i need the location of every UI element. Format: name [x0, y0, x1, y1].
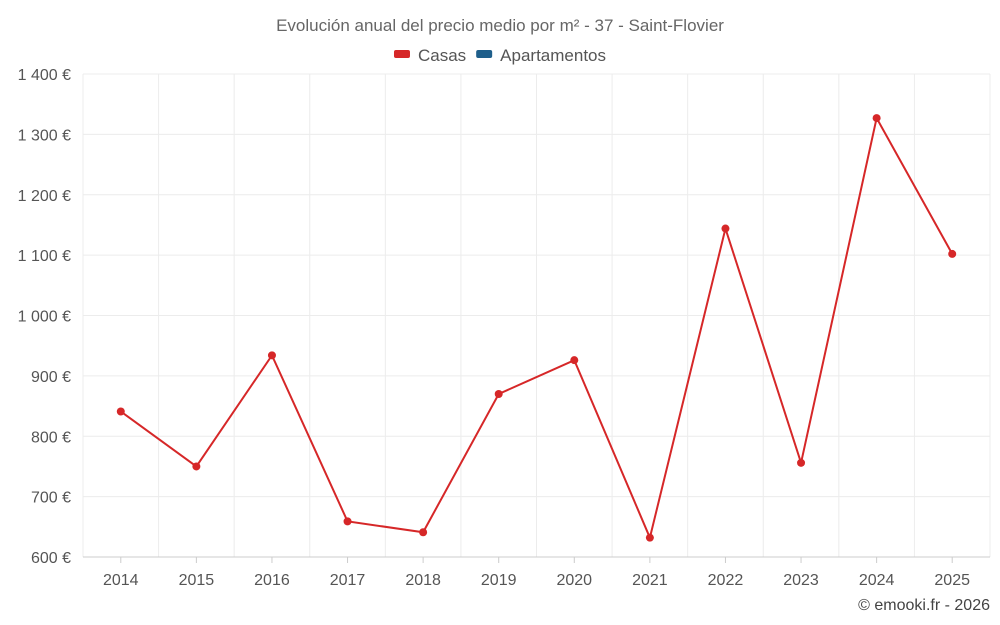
gridlines — [82, 73, 991, 557]
data-point[interactable] — [494, 389, 503, 398]
data-point[interactable] — [116, 407, 125, 416]
data-point[interactable] — [645, 533, 654, 542]
data-point[interactable] — [721, 224, 730, 233]
x-tick-label: 2021 — [632, 572, 668, 589]
data-point[interactable] — [797, 458, 806, 467]
y-tick-label: 700 € — [31, 490, 71, 507]
x-tick-label: 2018 — [405, 572, 441, 589]
legend-label: Casas — [418, 46, 466, 65]
x-tick-label: 2023 — [783, 572, 819, 589]
data-point[interactable] — [419, 528, 428, 537]
data-point[interactable] — [948, 249, 957, 258]
legend-item-apartamentos[interactable]: Apartamentos — [476, 46, 606, 65]
legend[interactable]: Casas Apartamentos — [393, 46, 606, 65]
y-tick-label: 1 400 € — [18, 67, 71, 84]
legend-swatch — [393, 50, 410, 58]
x-tick-label: 2014 — [103, 572, 139, 589]
data-point[interactable] — [192, 462, 201, 471]
x-tick-label: 2016 — [254, 572, 290, 589]
data-point[interactable] — [343, 517, 352, 526]
legend-item-casas[interactable]: Casas — [393, 46, 466, 65]
x-tick-label: 2020 — [556, 572, 592, 589]
series-layer — [116, 114, 957, 542]
data-point[interactable] — [872, 114, 881, 123]
data-point[interactable] — [267, 351, 276, 360]
y-tick-label: 600 € — [31, 550, 71, 567]
x-tick-label: 2019 — [481, 572, 517, 589]
credit-text: © emooki.fr - 2026 — [858, 597, 990, 614]
legend-label: Apartamentos — [500, 46, 606, 65]
x-tick-label: 2024 — [859, 572, 895, 589]
y-tick-label: 1 100 € — [18, 248, 71, 265]
y-tick-label: 800 € — [31, 429, 71, 446]
series-line-casas — [120, 115, 954, 541]
y-tick-label: 1 000 € — [18, 309, 71, 326]
y-tick-label: 900 € — [31, 369, 71, 386]
y-tick-label: 1 200 € — [18, 188, 71, 205]
data-point[interactable] — [570, 356, 579, 365]
x-tick-label: 2015 — [179, 572, 215, 589]
x-tick-label: 2022 — [708, 572, 744, 589]
x-tick-label: 2025 — [934, 572, 970, 589]
y-tick-label: 1 300 € — [18, 127, 71, 144]
x-tick-label: 2017 — [330, 572, 366, 589]
axes: 600 € 700 € 800 € 900 € 1 000 € 1 100 € 1 200 … — [18, 67, 990, 589]
legend-swatch — [476, 50, 493, 58]
chart-title: Evolución anual del precio medio por m² … — [276, 16, 724, 35]
